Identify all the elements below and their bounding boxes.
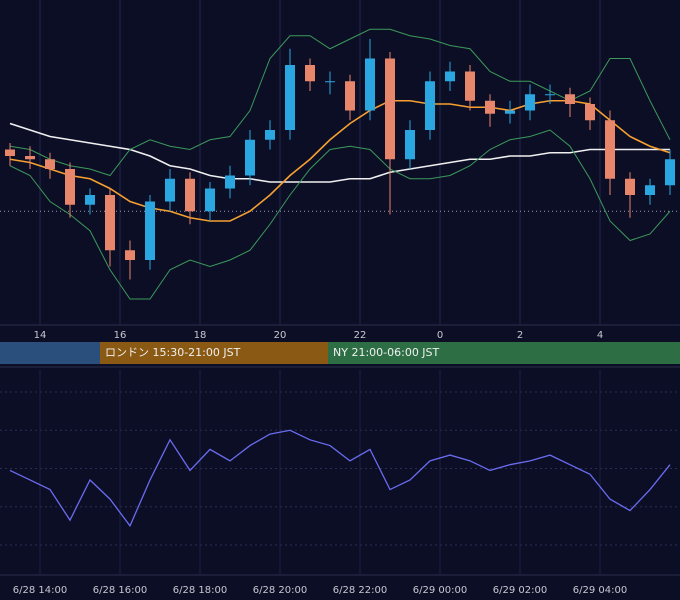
x-tick-label: 6/29 04:00	[573, 585, 627, 596]
session-band	[0, 342, 100, 364]
candle-body	[565, 94, 575, 104]
candle-body	[365, 58, 375, 111]
candle-body	[65, 169, 75, 205]
indicator-line	[9, 99, 671, 222]
candle-body	[605, 120, 615, 179]
candle-body	[485, 100, 495, 114]
candle-body	[525, 94, 535, 111]
candle-body	[185, 178, 195, 212]
candle-body	[645, 185, 655, 195]
x-tick-label: 16	[114, 330, 127, 341]
candle-body	[165, 178, 175, 202]
candle-body	[105, 195, 115, 251]
x-tick-label: 6/28 20:00	[253, 585, 307, 596]
candle-body	[45, 159, 55, 169]
x-tick-label: 18	[194, 330, 207, 341]
candle-body	[305, 65, 315, 82]
x-tick-label: 22	[354, 330, 367, 341]
candle-body	[585, 104, 595, 121]
candle-body	[545, 94, 555, 96]
candle-body	[125, 250, 135, 260]
candle-body	[425, 81, 435, 130]
x-tick-label: 6/29 02:00	[493, 585, 547, 596]
x-tick-label: 6/28 14:00	[13, 585, 67, 596]
candle-body	[625, 178, 635, 195]
x-tick-label: 6/28 18:00	[173, 585, 227, 596]
candle-body	[665, 159, 675, 186]
candle-body	[325, 81, 335, 83]
candle-body	[225, 175, 235, 189]
x-tick-label: 6/28 16:00	[93, 585, 147, 596]
candle-body	[85, 195, 95, 205]
indicator-line	[9, 122, 670, 183]
candle-body	[25, 156, 35, 160]
indicator-line	[9, 129, 671, 300]
candle-body	[445, 71, 455, 82]
candle-body	[505, 110, 515, 114]
session-label: ロンドン 15:30-21:00 JST	[105, 346, 241, 359]
candle-body	[245, 139, 255, 176]
candle-body	[285, 65, 295, 130]
x-tick-label: 4	[597, 330, 603, 341]
session-label: NY 21:00-06:00 JST	[333, 346, 440, 359]
candle-body	[145, 201, 155, 260]
candle-body	[265, 130, 275, 140]
candle-body	[205, 188, 215, 212]
candle-body	[385, 58, 395, 160]
x-tick-label: 20	[274, 330, 287, 341]
candle-body	[465, 71, 475, 101]
indicator-line	[9, 28, 671, 177]
session-band	[100, 342, 328, 364]
x-tick-label: 0	[437, 330, 443, 341]
x-tick-label: 6/28 22:00	[333, 585, 387, 596]
x-tick-label: 2	[517, 330, 523, 341]
session-band	[328, 342, 680, 364]
x-tick-label: 6/29 00:00	[413, 585, 467, 596]
oscillator-line	[9, 429, 671, 528]
candle-body	[405, 130, 415, 160]
x-tick-label: 14	[34, 330, 47, 341]
candle-body	[5, 149, 15, 156]
candle-body	[345, 81, 355, 111]
